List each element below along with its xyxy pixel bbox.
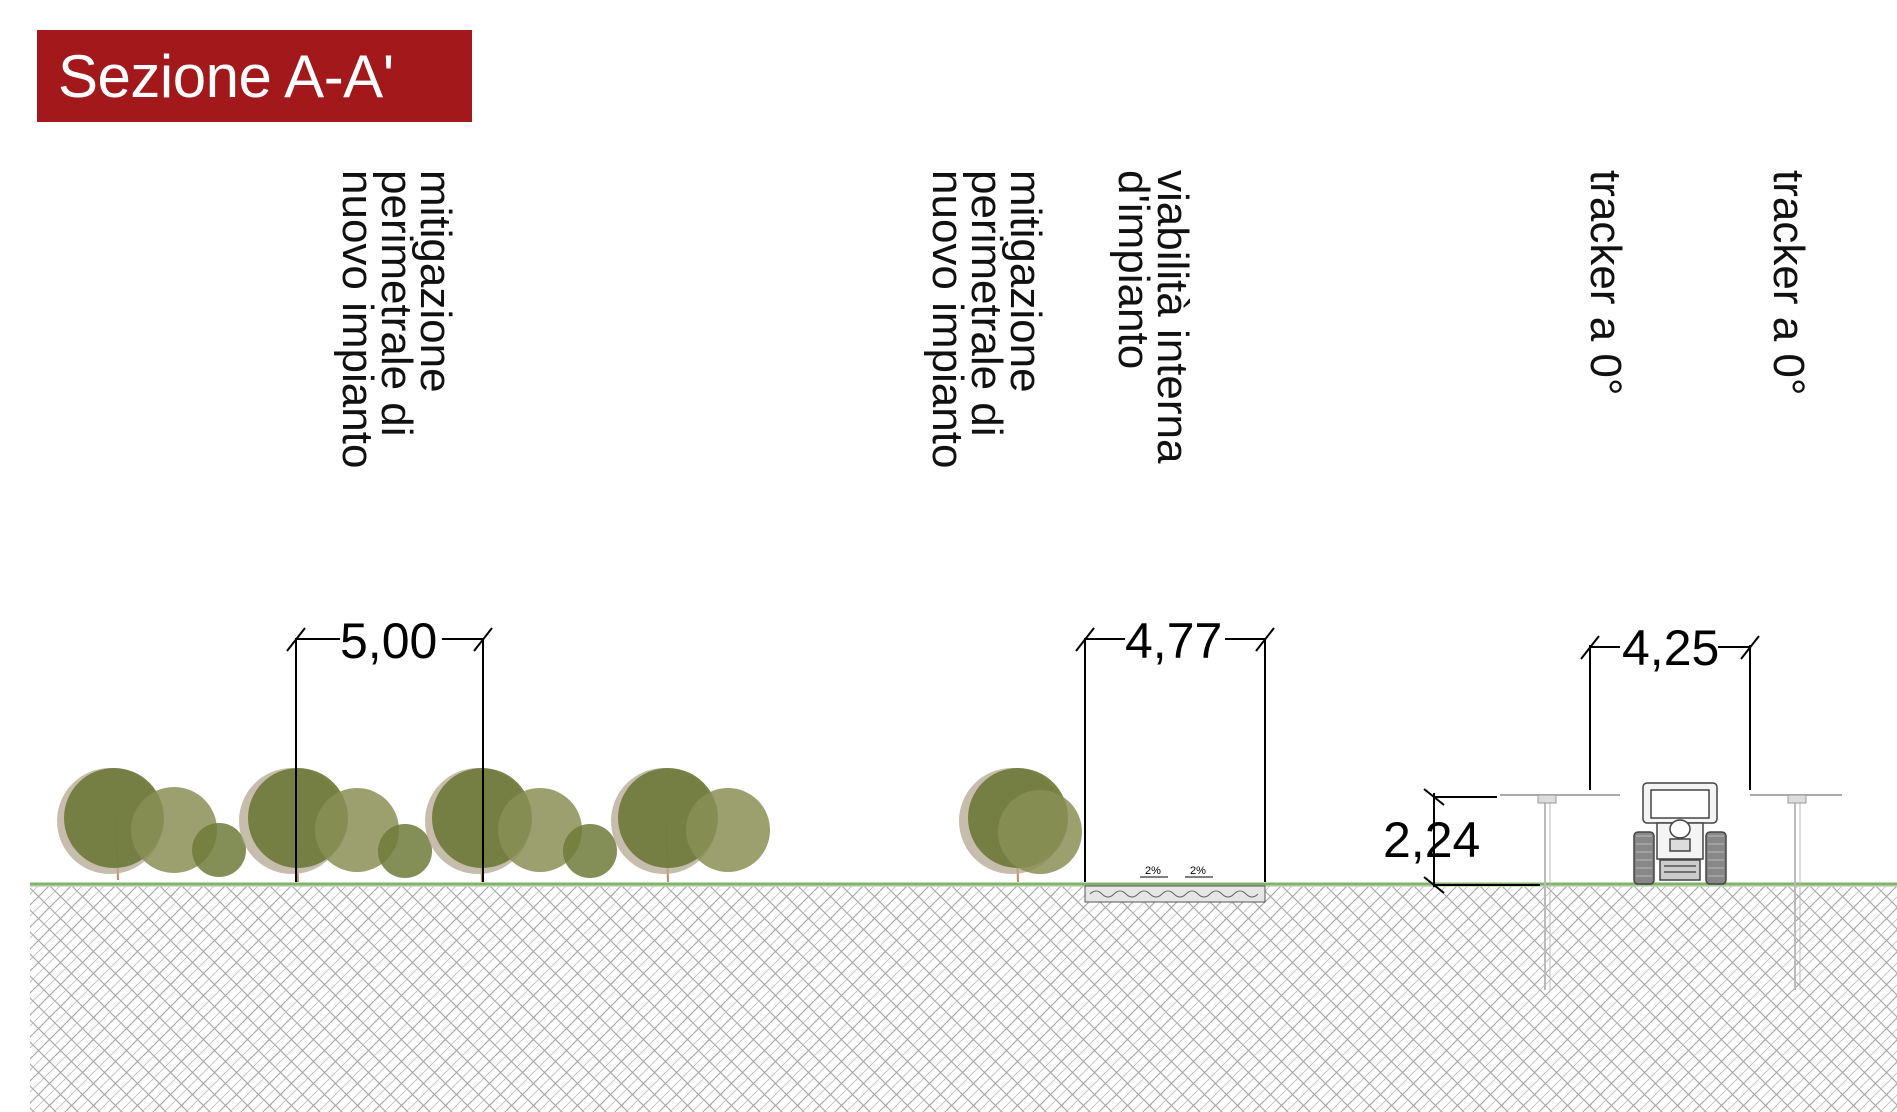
tracker-2 — [1750, 794, 1842, 990]
label-mitigation-1: mitigazione perimetrale di nuovo impiant… — [333, 170, 460, 469]
label-internal-road-line-1: viabilità interna — [1148, 170, 1197, 464]
dimension-label-4-77: 4,77 — [1125, 613, 1222, 669]
label-tracker-1: tracker a 0° — [1581, 170, 1630, 396]
slope-label-left: 2% — [1145, 865, 1161, 877]
tracker-1 — [1500, 794, 1620, 990]
dimension-mitigation-width — [286, 627, 493, 882]
road-bed — [1084, 885, 1266, 903]
label-internal-road: viabilità interna d'impianto — [1109, 170, 1197, 464]
dimension-label-2-24: 2,24 — [1383, 812, 1480, 868]
tree-icon — [959, 768, 1082, 883]
label-internal-road-line-2: d'impianto — [1109, 170, 1158, 370]
label-mitigation-2-line-1: mitigazione — [1001, 170, 1050, 393]
tree-icon — [498, 788, 582, 872]
tree-icon — [563, 824, 617, 878]
internal-road: 2% 2% — [1084, 865, 1266, 903]
tree-row-mitigation-2 — [959, 768, 1082, 883]
label-mitigation-2: mitigazione perimetrale di nuovo impiant… — [923, 170, 1050, 469]
label-mitigation-2-line-2: perimetrale di — [962, 170, 1011, 437]
label-mitigation-1-line-3: nuovo impianto — [333, 170, 382, 469]
label-mitigation-2-line-3: nuovo impianto — [923, 170, 972, 469]
dimension-label-4-25: 4,25 — [1622, 620, 1719, 676]
label-tracker-1-line-1: tracker a 0° — [1581, 170, 1630, 396]
tree-icon — [611, 768, 718, 883]
tree-icon — [192, 823, 246, 877]
label-mitigation-1-line-2: perimetrale di — [372, 170, 421, 437]
label-tracker-2-line-1: tracker a 0° — [1764, 170, 1813, 396]
dimension-label-5-00: 5,00 — [340, 613, 437, 669]
label-mitigation-1-line-1: mitigazione — [411, 170, 460, 393]
tree-row-mitigation-1 — [57, 768, 770, 883]
dimension-road-width — [1075, 627, 1275, 882]
label-tracker-2: tracker a 0° — [1764, 170, 1813, 396]
dimension-tracker-height — [1423, 788, 1540, 894]
tree-icon — [686, 788, 770, 872]
dimension-tracker-spacing — [1580, 635, 1760, 790]
tree-icon — [378, 824, 432, 878]
slope-label-right: 2% — [1190, 865, 1206, 877]
ground-soil — [30, 884, 1897, 1112]
section-title: Sezione A-A' — [37, 30, 472, 122]
tractor-icon — [1633, 782, 1727, 885]
